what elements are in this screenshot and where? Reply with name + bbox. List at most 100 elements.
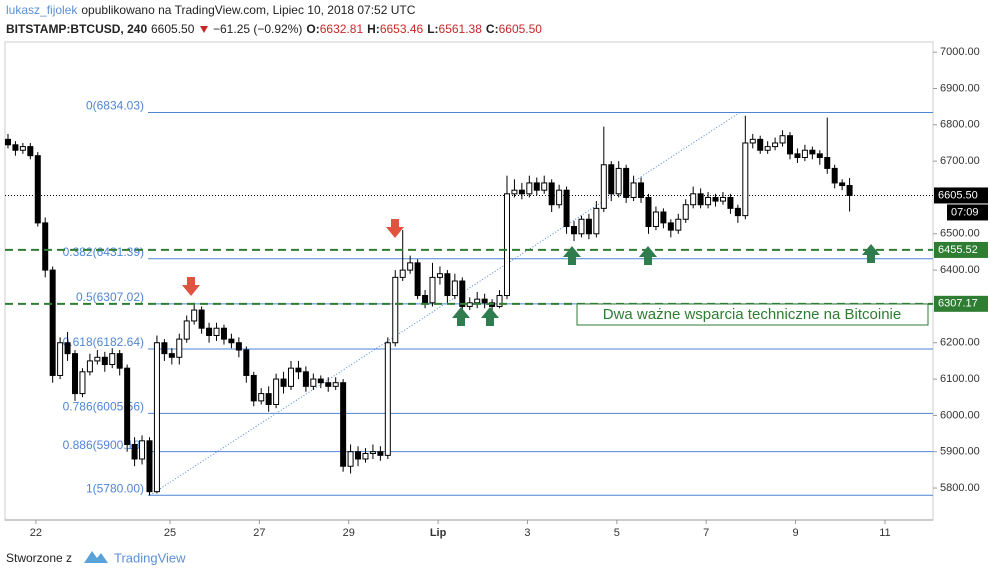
candle-body xyxy=(153,342,160,493)
ohlc-label: O: xyxy=(306,22,319,36)
candle-body xyxy=(302,371,309,387)
candle-body xyxy=(377,451,384,456)
candle-body xyxy=(280,378,287,387)
candle-body xyxy=(660,211,667,224)
x-tick-label: 7 xyxy=(703,527,709,539)
candle-body xyxy=(615,167,622,195)
y-tick-label: 6200.00 xyxy=(940,337,980,349)
plot: 5800.00 5900.00 6000.00 6100.00 6200.00 6400.… xyxy=(4,46,988,539)
y-tick-label: 6700.00 xyxy=(940,155,980,167)
ohlc-value: 6561.38 xyxy=(439,22,483,36)
candle-body xyxy=(846,185,853,196)
x-tick-label: 29 xyxy=(343,527,355,539)
candle-body xyxy=(444,273,451,297)
arrow-down xyxy=(386,219,404,238)
candle-body xyxy=(585,218,592,235)
candle-body xyxy=(496,295,503,307)
candle-body xyxy=(697,193,704,206)
candle-body xyxy=(593,207,600,235)
annotation: Dwa ważne wsparcia techniczne na Bitcoin… xyxy=(603,306,901,323)
candle-body xyxy=(384,342,391,456)
candle-body xyxy=(824,157,831,169)
ohlc-value: 6632.81 xyxy=(320,22,364,36)
candle-body xyxy=(682,204,689,220)
candle-body xyxy=(690,193,697,206)
arrow-up xyxy=(481,307,499,326)
candle-body xyxy=(42,222,49,271)
candle-body xyxy=(27,146,34,157)
candle-body xyxy=(183,320,190,340)
candle-body xyxy=(265,393,272,405)
arrow-up xyxy=(639,246,657,265)
trend-line xyxy=(149,112,741,496)
y-tick-label: 6100.00 xyxy=(940,373,980,385)
candle-body xyxy=(176,338,183,358)
last-price-header: 6605.50 xyxy=(151,22,195,36)
fib-label: 0(6834.03) xyxy=(86,99,144,113)
candle-body xyxy=(705,196,712,206)
candle-body xyxy=(243,349,250,376)
y-tick-label: 5900.00 xyxy=(940,446,980,458)
candle-body xyxy=(518,189,525,195)
footer-brand[interactable]: TradingView xyxy=(114,550,186,565)
candle-body xyxy=(399,269,406,278)
y-tick-label: 6400.00 xyxy=(940,264,980,276)
candle-body xyxy=(541,182,548,191)
y-tick-label: 5800.00 xyxy=(940,482,980,494)
candle-body xyxy=(146,440,153,493)
candle-body xyxy=(779,135,786,144)
arrow-up xyxy=(862,244,880,263)
candle-body xyxy=(109,353,116,366)
candle-body xyxy=(12,144,19,151)
candle-body xyxy=(295,367,302,373)
arrow-up xyxy=(563,246,581,265)
candle-body xyxy=(645,196,652,228)
candle-body xyxy=(287,367,294,387)
candle-body xyxy=(451,280,458,297)
candle-body xyxy=(220,327,227,340)
candle-body xyxy=(228,338,235,344)
y-tick-label: 6500.00 xyxy=(940,228,980,240)
candle-body xyxy=(556,189,563,206)
x-tick-label: 27 xyxy=(253,527,265,539)
candle-body xyxy=(250,374,257,402)
x-tick-label: 3 xyxy=(524,527,530,539)
candle-body xyxy=(563,189,570,228)
candle-body xyxy=(749,138,756,144)
candle-body xyxy=(608,164,615,195)
candle-body xyxy=(526,182,533,195)
candle-body xyxy=(511,189,518,195)
x-tick-label: 11 xyxy=(879,527,890,539)
candle-body xyxy=(816,153,823,159)
x-tick-label: 25 xyxy=(164,527,176,539)
arrow-down xyxy=(182,277,200,296)
y-tick-label: 6900.00 xyxy=(940,82,980,94)
ohlc-label: C: xyxy=(486,22,499,36)
fib-label: 0.618(6182.64) xyxy=(63,335,144,349)
ohlc-label: H: xyxy=(367,22,380,36)
candle-body xyxy=(623,167,630,198)
candle-body xyxy=(139,440,146,460)
y-tick-label: 6000.00 xyxy=(940,409,980,421)
candle-body xyxy=(414,262,421,297)
ohlc-label: L: xyxy=(427,22,438,36)
candle-body xyxy=(719,196,726,202)
author[interactable]: lukasz_fijolek xyxy=(6,3,78,17)
candle-body xyxy=(213,327,220,336)
candle-body xyxy=(79,371,86,395)
candle-body xyxy=(57,342,64,376)
candle-body xyxy=(332,382,339,387)
candle-body xyxy=(4,138,11,146)
tv-logo xyxy=(84,551,108,563)
x-tick-label: 9 xyxy=(793,527,799,539)
candle-body xyxy=(198,309,205,329)
support-label: 6455.52 xyxy=(938,244,978,256)
published: opublikowano na TradingView.com, Lipiec … xyxy=(81,3,415,17)
candle-body xyxy=(742,142,749,217)
footer-text: Stworzone z xyxy=(6,551,72,565)
candle-body xyxy=(72,353,79,395)
fib-label: 1(5780.00) xyxy=(86,481,144,495)
candle-body xyxy=(787,135,794,155)
candle-body xyxy=(600,164,607,209)
change: −61.25 (−0.92%) xyxy=(213,22,302,36)
